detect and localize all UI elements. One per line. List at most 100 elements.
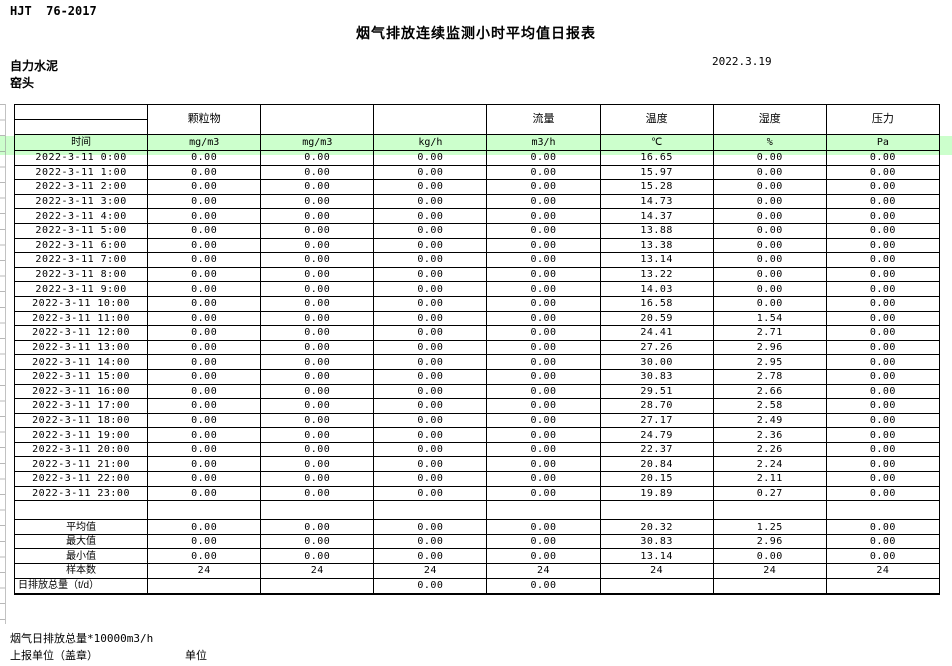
value-cell: 0.00 (373, 471, 488, 487)
value-cell: 0.00 (147, 383, 262, 400)
table-row: 2022-3-11 21:00 0.00 0.00 0.00 0.00 20.84 2.24… (13, 456, 941, 473)
value-cell: 0.00 (825, 383, 941, 400)
summary-value-cell (712, 577, 827, 595)
unit-header-cell: m3/h (486, 134, 601, 151)
table-row: 2022-3-11 9:00 0.00 0.00 0.00 0.00 14.03 0.00 0… (13, 281, 941, 297)
unit-header-cell: mg/m3 (260, 134, 375, 151)
value-cell: 0.00 (373, 412, 488, 429)
monitoring-point-name: 窑头 (10, 76, 35, 90)
value-cell: 0.00 (486, 266, 601, 283)
summary-value-cell (825, 577, 941, 595)
value-cell: 2.24 (712, 456, 827, 473)
column-header-压力: 压力 (825, 104, 941, 135)
summary-value-cell: 0.00 (373, 519, 488, 535)
value-cell: 29.51 (599, 383, 714, 400)
table-row: 2022-3-11 11:00 0.00 0.00 0.00 0.00 20.59 1.54… (13, 310, 941, 327)
summary-value-cell (260, 577, 375, 595)
value-cell: 0.00 (260, 441, 375, 458)
value-cell: 0.00 (825, 339, 941, 356)
table-row: 2022-3-11 12:00 0.00 0.00 0.00 0.00 24.41 2.71… (13, 325, 941, 341)
value-cell: 20.84 (599, 456, 714, 473)
time-cell: 2022-3-11 3:00 (13, 193, 149, 210)
value-cell: 0.00 (486, 222, 601, 239)
value-cell: 0.00 (712, 252, 827, 268)
value-cell: 0.00 (825, 398, 941, 414)
value-cell: 0.00 (825, 427, 941, 443)
value-cell: 0.00 (147, 193, 262, 210)
value-cell: 0.00 (373, 310, 488, 327)
table-row: 2022-3-11 23:00 0.00 0.00 0.00 0.00 19.89 0.27… (13, 485, 941, 502)
value-cell: 2.95 (712, 354, 827, 370)
value-cell: 0.00 (825, 325, 941, 341)
value-cell: 0.00 (147, 441, 262, 458)
value-cell: 0.00 (260, 222, 375, 239)
value-cell: 0.00 (260, 339, 375, 356)
summary-value-cell: 0.00 (825, 519, 941, 535)
value-cell: 0.00 (825, 471, 941, 487)
value-cell: 0.00 (486, 485, 601, 502)
table-row: 2022-3-11 19:00 0.00 0.00 0.00 0.00 24.79 2.36… (13, 427, 941, 443)
time-cell: 2022-3-11 8:00 (13, 266, 149, 283)
value-cell: 13.38 (599, 237, 714, 254)
value-cell: 15.28 (599, 179, 714, 195)
value-cell: 0.00 (147, 252, 262, 268)
value-cell: 0.00 (825, 295, 941, 312)
value-cell: 0.00 (486, 281, 601, 297)
summary-value-cell: 20.32 (599, 519, 714, 535)
value-cell: 16.58 (599, 295, 714, 312)
time-cell: 2022-3-11 9:00 (13, 281, 149, 297)
summary-row: 平均值 0.00 0.00 0.00 0.00 20.32 1.25 0.00 (13, 519, 941, 535)
company-name: 自力水泥 (10, 59, 59, 73)
value-cell: 0.00 (712, 222, 827, 239)
value-cell: 0.00 (712, 164, 827, 181)
spacer-cell (373, 500, 488, 521)
value-cell: 0.00 (825, 222, 941, 239)
summary-value-cell: 0.00 (373, 548, 488, 565)
summary-value-cell: 0.00 (260, 519, 375, 535)
summary-value-cell (147, 577, 262, 595)
value-cell: 16.65 (599, 150, 714, 166)
column-header-流量: 流量 (486, 104, 601, 135)
value-cell: 24.41 (599, 325, 714, 341)
value-cell: 14.03 (599, 281, 714, 297)
column-header-empty-1 (260, 104, 375, 135)
value-cell: 0.00 (373, 164, 488, 181)
table-row: 2022-3-11 3:00 0.00 0.00 0.00 0.00 14.73 0.00 0… (13, 193, 941, 210)
value-cell: 0.00 (373, 485, 488, 502)
value-cell: 0.00 (147, 281, 262, 297)
value-cell: 0.00 (260, 325, 375, 341)
value-cell: 0.00 (825, 193, 941, 210)
value-cell: 0.00 (260, 179, 375, 195)
summary-value-cell: 30.83 (599, 533, 714, 550)
time-cell: 2022-3-11 21:00 (13, 456, 149, 473)
summary-value-cell: 24 (825, 563, 941, 579)
value-cell: 0.00 (712, 281, 827, 297)
summary-value-cell: 0.00 (147, 519, 262, 535)
value-cell: 0.00 (825, 412, 941, 429)
summary-value-cell: 0.00 (486, 519, 601, 535)
value-cell: 0.00 (486, 208, 601, 224)
summary-row: 最大值 0.00 0.00 0.00 0.00 30.83 2.96 0.00 (13, 533, 941, 550)
value-cell: 0.00 (486, 295, 601, 312)
value-cell: 0.00 (373, 325, 488, 341)
value-cell: 13.14 (599, 252, 714, 268)
value-cell: 0.00 (373, 295, 488, 312)
summary-value-cell (599, 577, 714, 595)
value-cell: 0.00 (486, 383, 601, 400)
summary-row: 日排放总量（t/d） 0.00 0.00 (13, 577, 941, 595)
table-row: 2022-3-11 1:00 0.00 0.00 0.00 0.00 15.97 0.00 0… (13, 164, 941, 181)
time-cell: 2022-3-11 13:00 (13, 339, 149, 356)
value-cell: 0.00 (260, 368, 375, 385)
value-cell: 0.00 (373, 456, 488, 473)
summary-row: 样本数 24 24 24 24 24 24 24 (13, 563, 941, 579)
table-row: 2022-3-11 0:00 0.00 0.00 0.00 0.00 16.65 0.00 0… (13, 150, 941, 166)
summary-value-cell: 0.00 (486, 548, 601, 565)
summary-value-cell: 0.00 (147, 533, 262, 550)
spacer-cell (712, 500, 827, 521)
value-cell: 28.70 (599, 398, 714, 414)
value-cell: 0.00 (486, 354, 601, 370)
time-cell: 2022-3-11 15:00 (13, 368, 149, 385)
value-cell: 0.00 (260, 485, 375, 502)
summary-value-cell: 0.00 (260, 548, 375, 565)
value-cell: 0.00 (825, 354, 941, 370)
